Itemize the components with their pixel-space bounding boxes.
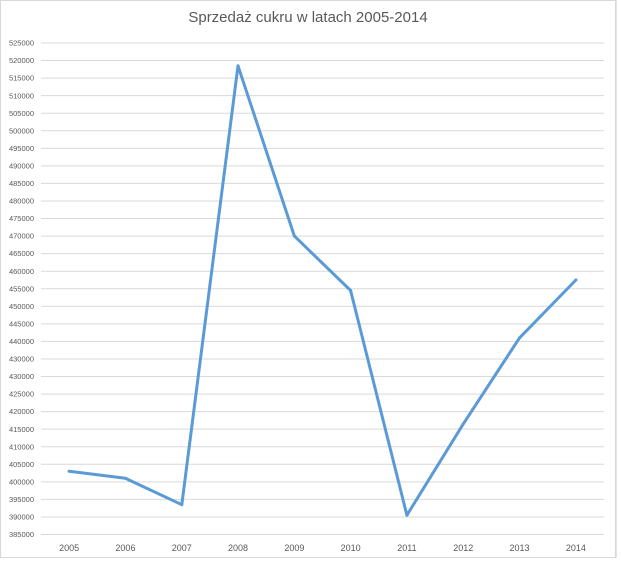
y-tick-label: 445000	[9, 319, 34, 328]
y-tick-label: 500000	[9, 126, 34, 135]
y-tick-label: 470000	[9, 232, 34, 241]
y-tick-label: 440000	[9, 337, 34, 346]
data-point	[405, 513, 409, 517]
y-tick-label: 480000	[9, 197, 34, 206]
data-point	[67, 469, 71, 473]
data-point	[574, 278, 578, 282]
x-tick-label: 2009	[284, 543, 304, 553]
y-tick-label: 505000	[9, 109, 34, 118]
x-tick-label: 2006	[115, 543, 135, 553]
series-layer	[67, 64, 578, 517]
y-tick-label: 430000	[9, 355, 34, 364]
x-tick-label: 2013	[510, 543, 530, 553]
y-tick-label: 450000	[9, 302, 34, 311]
data-point	[123, 476, 127, 480]
y-tick-label: 515000	[9, 74, 34, 83]
x-axis-ticks: 2005 2006 2007 2008 2009 2010 2011 2012 2013 2014	[59, 543, 586, 553]
y-tick-label: 410000	[9, 442, 34, 451]
x-tick-label: 2014	[566, 543, 586, 553]
y-tick-label: 520000	[9, 56, 34, 65]
x-tick-label: 2011	[397, 543, 416, 553]
data-point	[349, 289, 353, 293]
x-tick-label: 2012	[453, 543, 473, 553]
y-tick-label: 495000	[9, 144, 34, 153]
y-tick-label: 400000	[9, 477, 34, 486]
y-axis-ticks: 525000 520000 515000 510000 505000 500000 4950…	[9, 39, 34, 539]
y-tick-label: 460000	[9, 267, 34, 276]
data-point	[292, 234, 296, 238]
y-tick-label: 415000	[9, 425, 34, 434]
y-tick-label: 420000	[9, 407, 34, 416]
y-tick-label: 485000	[9, 179, 34, 188]
x-tick-label: 2008	[228, 543, 248, 553]
y-tick-label: 455000	[9, 284, 34, 293]
y-tick-label: 510000	[9, 91, 34, 100]
y-tick-label: 385000	[9, 530, 34, 539]
x-tick-label: 2007	[172, 543, 192, 553]
gridlines	[41, 42, 604, 535]
y-tick-label: 425000	[9, 390, 34, 399]
y-tick-label: 475000	[9, 214, 34, 223]
y-tick-label: 395000	[9, 495, 34, 504]
y-tick-label: 430000	[9, 372, 34, 381]
window-edge-bottom	[0, 558, 621, 564]
x-tick-label: 2005	[59, 543, 79, 553]
data-point	[180, 503, 184, 507]
series-line	[67, 64, 578, 517]
window-edge-right	[616, 0, 621, 564]
y-tick-label: 525000	[9, 39, 34, 48]
y-tick-label: 465000	[9, 249, 34, 258]
chart-title: Sprzedaż cukru w latach 2005-2014	[188, 9, 428, 26]
y-tick-label: 390000	[9, 513, 34, 522]
data-point	[518, 336, 522, 340]
y-tick-label: 405000	[9, 460, 34, 469]
y-tick-label: 490000	[9, 161, 34, 170]
x-tick-label: 2010	[341, 543, 361, 553]
data-point	[236, 64, 240, 68]
data-point	[461, 422, 465, 426]
